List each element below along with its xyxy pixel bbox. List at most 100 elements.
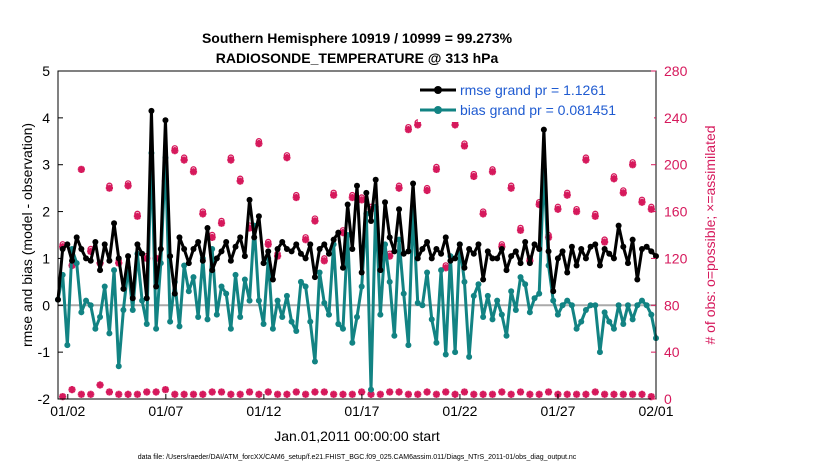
bias-point	[568, 302, 575, 309]
rmse-point	[461, 264, 468, 271]
bias-point	[508, 288, 515, 295]
y2-tick-label: 0	[664, 391, 672, 407]
bias-point	[480, 314, 487, 320]
obs-assimilated-marker	[227, 156, 235, 164]
bias-point	[596, 349, 603, 356]
rmse-point	[293, 241, 300, 248]
obs-low-marker	[124, 390, 132, 398]
obs-low-marker	[236, 390, 244, 398]
bias-point	[288, 318, 295, 325]
rmse-point	[157, 246, 164, 253]
rmse-point	[64, 241, 71, 248]
obs-low-marker	[488, 390, 497, 398]
bias-point	[592, 302, 599, 309]
rmse-point	[129, 295, 136, 302]
rmse-point	[484, 248, 491, 255]
rmse-point	[559, 248, 566, 255]
bias-point	[536, 290, 543, 297]
rmse-point	[218, 248, 225, 255]
rmse-point	[83, 255, 90, 262]
rmse-point	[372, 176, 379, 183]
obs-low-marker	[470, 390, 478, 398]
obs-low-marker	[442, 388, 450, 396]
rmse-point	[143, 295, 150, 302]
bias-point	[386, 278, 393, 285]
rmse-point	[624, 260, 631, 267]
rmse-point	[489, 255, 496, 262]
bias-point	[316, 269, 323, 276]
rmse-point	[311, 274, 318, 281]
rmse-point	[274, 246, 281, 253]
rmse-point	[498, 246, 505, 253]
bias-point	[106, 330, 113, 337]
bias-point	[606, 318, 613, 325]
obs-low-marker	[423, 388, 431, 396]
rmse-point	[424, 239, 431, 246]
rmse-point	[111, 220, 118, 227]
obs-assimilated-marker	[133, 212, 142, 220]
rmse-point	[302, 255, 309, 262]
obs-low-marker	[479, 390, 487, 398]
obs-low-marker	[507, 390, 515, 398]
obs-low-marker	[395, 388, 403, 396]
rmse-point	[297, 250, 304, 257]
bias-point	[269, 325, 276, 332]
rmse-point	[391, 248, 398, 255]
bias-point	[494, 297, 501, 304]
bias-point	[255, 297, 262, 304]
rmse-point	[601, 246, 608, 253]
rmse-point	[419, 246, 426, 253]
rmse-point	[120, 285, 127, 292]
bias-point	[550, 297, 557, 304]
rmse-point	[241, 253, 248, 260]
obs-low-marker	[96, 381, 104, 389]
x-tick-label: 01/12	[246, 403, 281, 419]
obs-low-marker	[264, 388, 272, 396]
obs-low-marker	[610, 390, 618, 398]
rmse-point	[592, 241, 599, 248]
rmse-point	[59, 246, 66, 253]
obs-assimilated-marker	[395, 184, 403, 192]
bias-point	[620, 321, 627, 328]
bias-point	[428, 316, 435, 323]
obs-low-marker	[217, 388, 226, 396]
obs-low-marker	[283, 390, 291, 398]
rmse-point	[540, 126, 547, 133]
rmse-point	[101, 241, 108, 248]
rmse-point	[288, 248, 295, 255]
y2-tick-label: 280	[664, 63, 688, 79]
rmse-point	[265, 248, 272, 255]
bias-point	[279, 314, 286, 320]
bias-point	[578, 318, 585, 325]
rmse-point	[283, 246, 290, 253]
rmse-point	[508, 253, 515, 260]
obs-assimilated-marker	[591, 212, 599, 220]
rmse-point	[596, 262, 603, 269]
rmse-point	[396, 206, 403, 213]
obs-low-marker	[208, 388, 216, 396]
bias-point	[321, 299, 328, 306]
y-tick-label: 5	[42, 63, 50, 79]
rmse-point	[526, 260, 533, 267]
obs-low-marker	[189, 390, 198, 398]
bias-point	[92, 325, 99, 332]
rmse-point	[610, 255, 617, 262]
bias-point	[475, 281, 482, 288]
y2-tick-label: 200	[664, 157, 688, 173]
bias-point	[311, 358, 318, 365]
rmse-point	[536, 246, 543, 253]
x-axis-label: Jan.01,2011 00:00:00 start	[274, 428, 440, 444]
obs-low-marker	[432, 390, 441, 398]
y2-tick-label: 240	[664, 110, 688, 126]
rmse-point	[354, 182, 360, 189]
bias-point	[297, 278, 304, 285]
rmse-point	[195, 239, 202, 246]
rmse-point	[181, 246, 188, 253]
legend-box	[418, 80, 654, 122]
rmse-point	[475, 241, 482, 248]
bias-point	[260, 321, 267, 328]
rmse-point	[582, 255, 589, 262]
series-layer	[55, 107, 659, 393]
obs-assimilated-marker	[488, 168, 497, 176]
